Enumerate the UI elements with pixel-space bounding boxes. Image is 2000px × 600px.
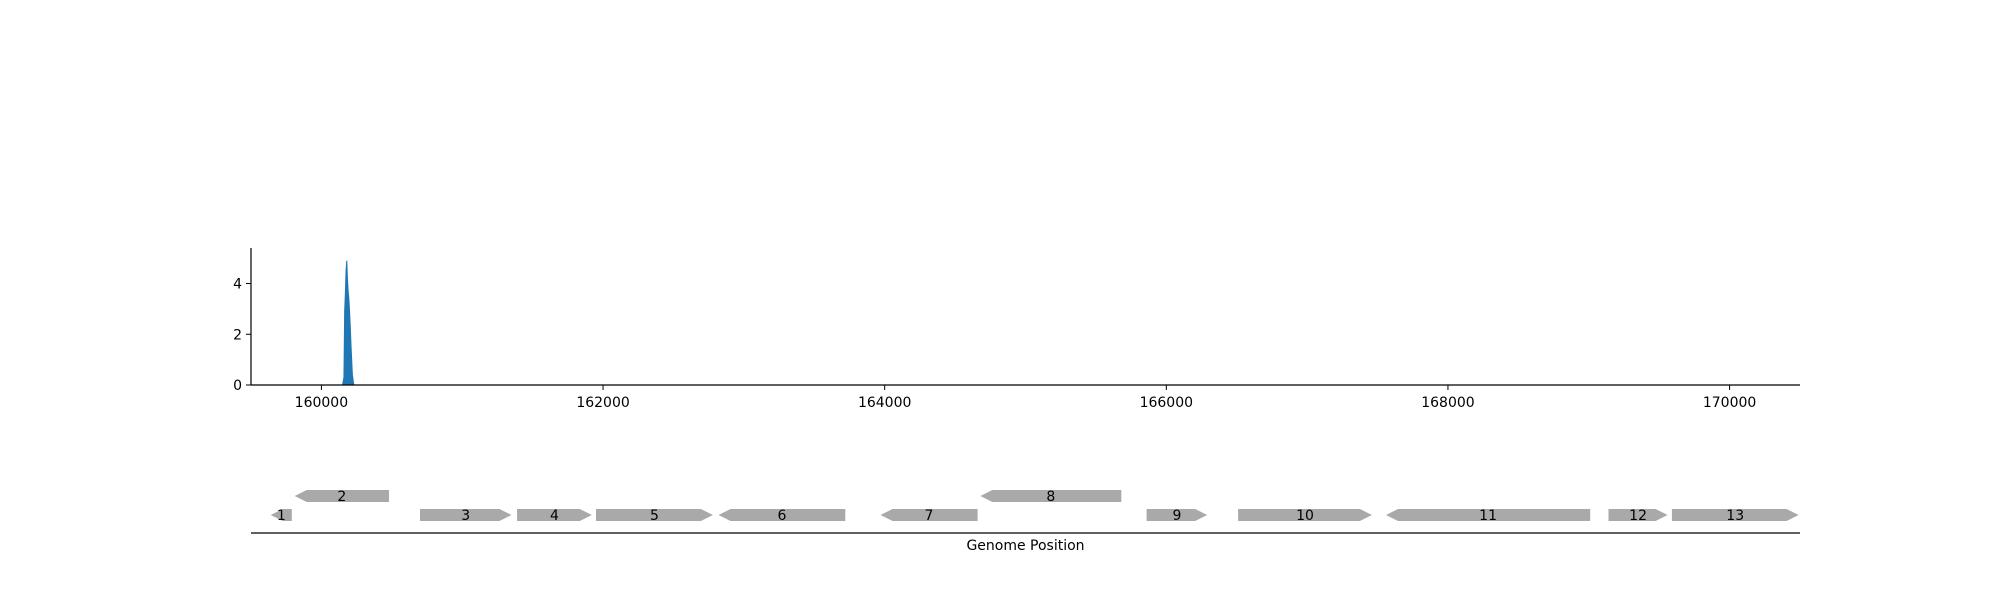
gene-label: 12 bbox=[1629, 508, 1647, 524]
coverage-panel: 0 2 4 160000 162000 164000 166000 168000 170000 bbox=[233, 248, 1800, 411]
gene-features: 123 4 5 6 789 10 11 12 13 bbox=[270, 489, 1799, 524]
y-tick-label: 4 bbox=[233, 277, 242, 293]
x-tick-label: 168000 bbox=[1421, 395, 1474, 411]
gene-label: 6 bbox=[777, 508, 786, 524]
x-axis-ticks: 160000 162000 164000 166000 168000 170000 bbox=[295, 385, 1756, 411]
gene-label: 13 bbox=[1726, 508, 1744, 524]
gene-label: 5 bbox=[650, 508, 659, 524]
gene-arrow bbox=[420, 509, 512, 521]
gene-label: 1 bbox=[277, 508, 286, 524]
gene-arrow bbox=[596, 509, 713, 521]
gene-arrow bbox=[880, 509, 978, 521]
gene-arrow bbox=[517, 509, 592, 521]
gene-arrow bbox=[294, 490, 389, 502]
y-axis-ticks: 0 2 4 bbox=[233, 277, 251, 394]
gene-label: 4 bbox=[550, 508, 559, 524]
gene-arrow bbox=[1386, 509, 1591, 521]
x-tick-label: 162000 bbox=[576, 395, 629, 411]
x-tick-label: 160000 bbox=[295, 395, 348, 411]
gene-arrow bbox=[1238, 509, 1372, 521]
gene-arrow bbox=[1608, 509, 1668, 521]
gene-arrow bbox=[718, 509, 846, 521]
gene-arrow bbox=[270, 509, 292, 521]
gene-arrow bbox=[980, 490, 1122, 502]
gene-label: 7 bbox=[925, 508, 934, 524]
x-tick-label: 166000 bbox=[1140, 395, 1193, 411]
y-tick-label: 0 bbox=[233, 378, 242, 394]
y-tick-label: 2 bbox=[233, 327, 242, 343]
x-tick-label: 170000 bbox=[1703, 395, 1756, 411]
gene-arrow bbox=[1671, 509, 1799, 521]
gene-label: 2 bbox=[337, 489, 346, 505]
gene-map-x-axis-title: Genome Position bbox=[966, 538, 1084, 554]
gene-label: 10 bbox=[1296, 508, 1314, 524]
gene-label: 8 bbox=[1046, 489, 1055, 505]
gene-map-panel: 123 4 5 6 789 10 11 12 13 Genome Position bbox=[251, 489, 1800, 554]
x-tick-label: 164000 bbox=[858, 395, 911, 411]
gene-label: 9 bbox=[1172, 508, 1181, 524]
gene-label: 11 bbox=[1479, 508, 1497, 524]
gene-label: 3 bbox=[461, 508, 470, 524]
gene-arrow bbox=[1146, 509, 1208, 521]
